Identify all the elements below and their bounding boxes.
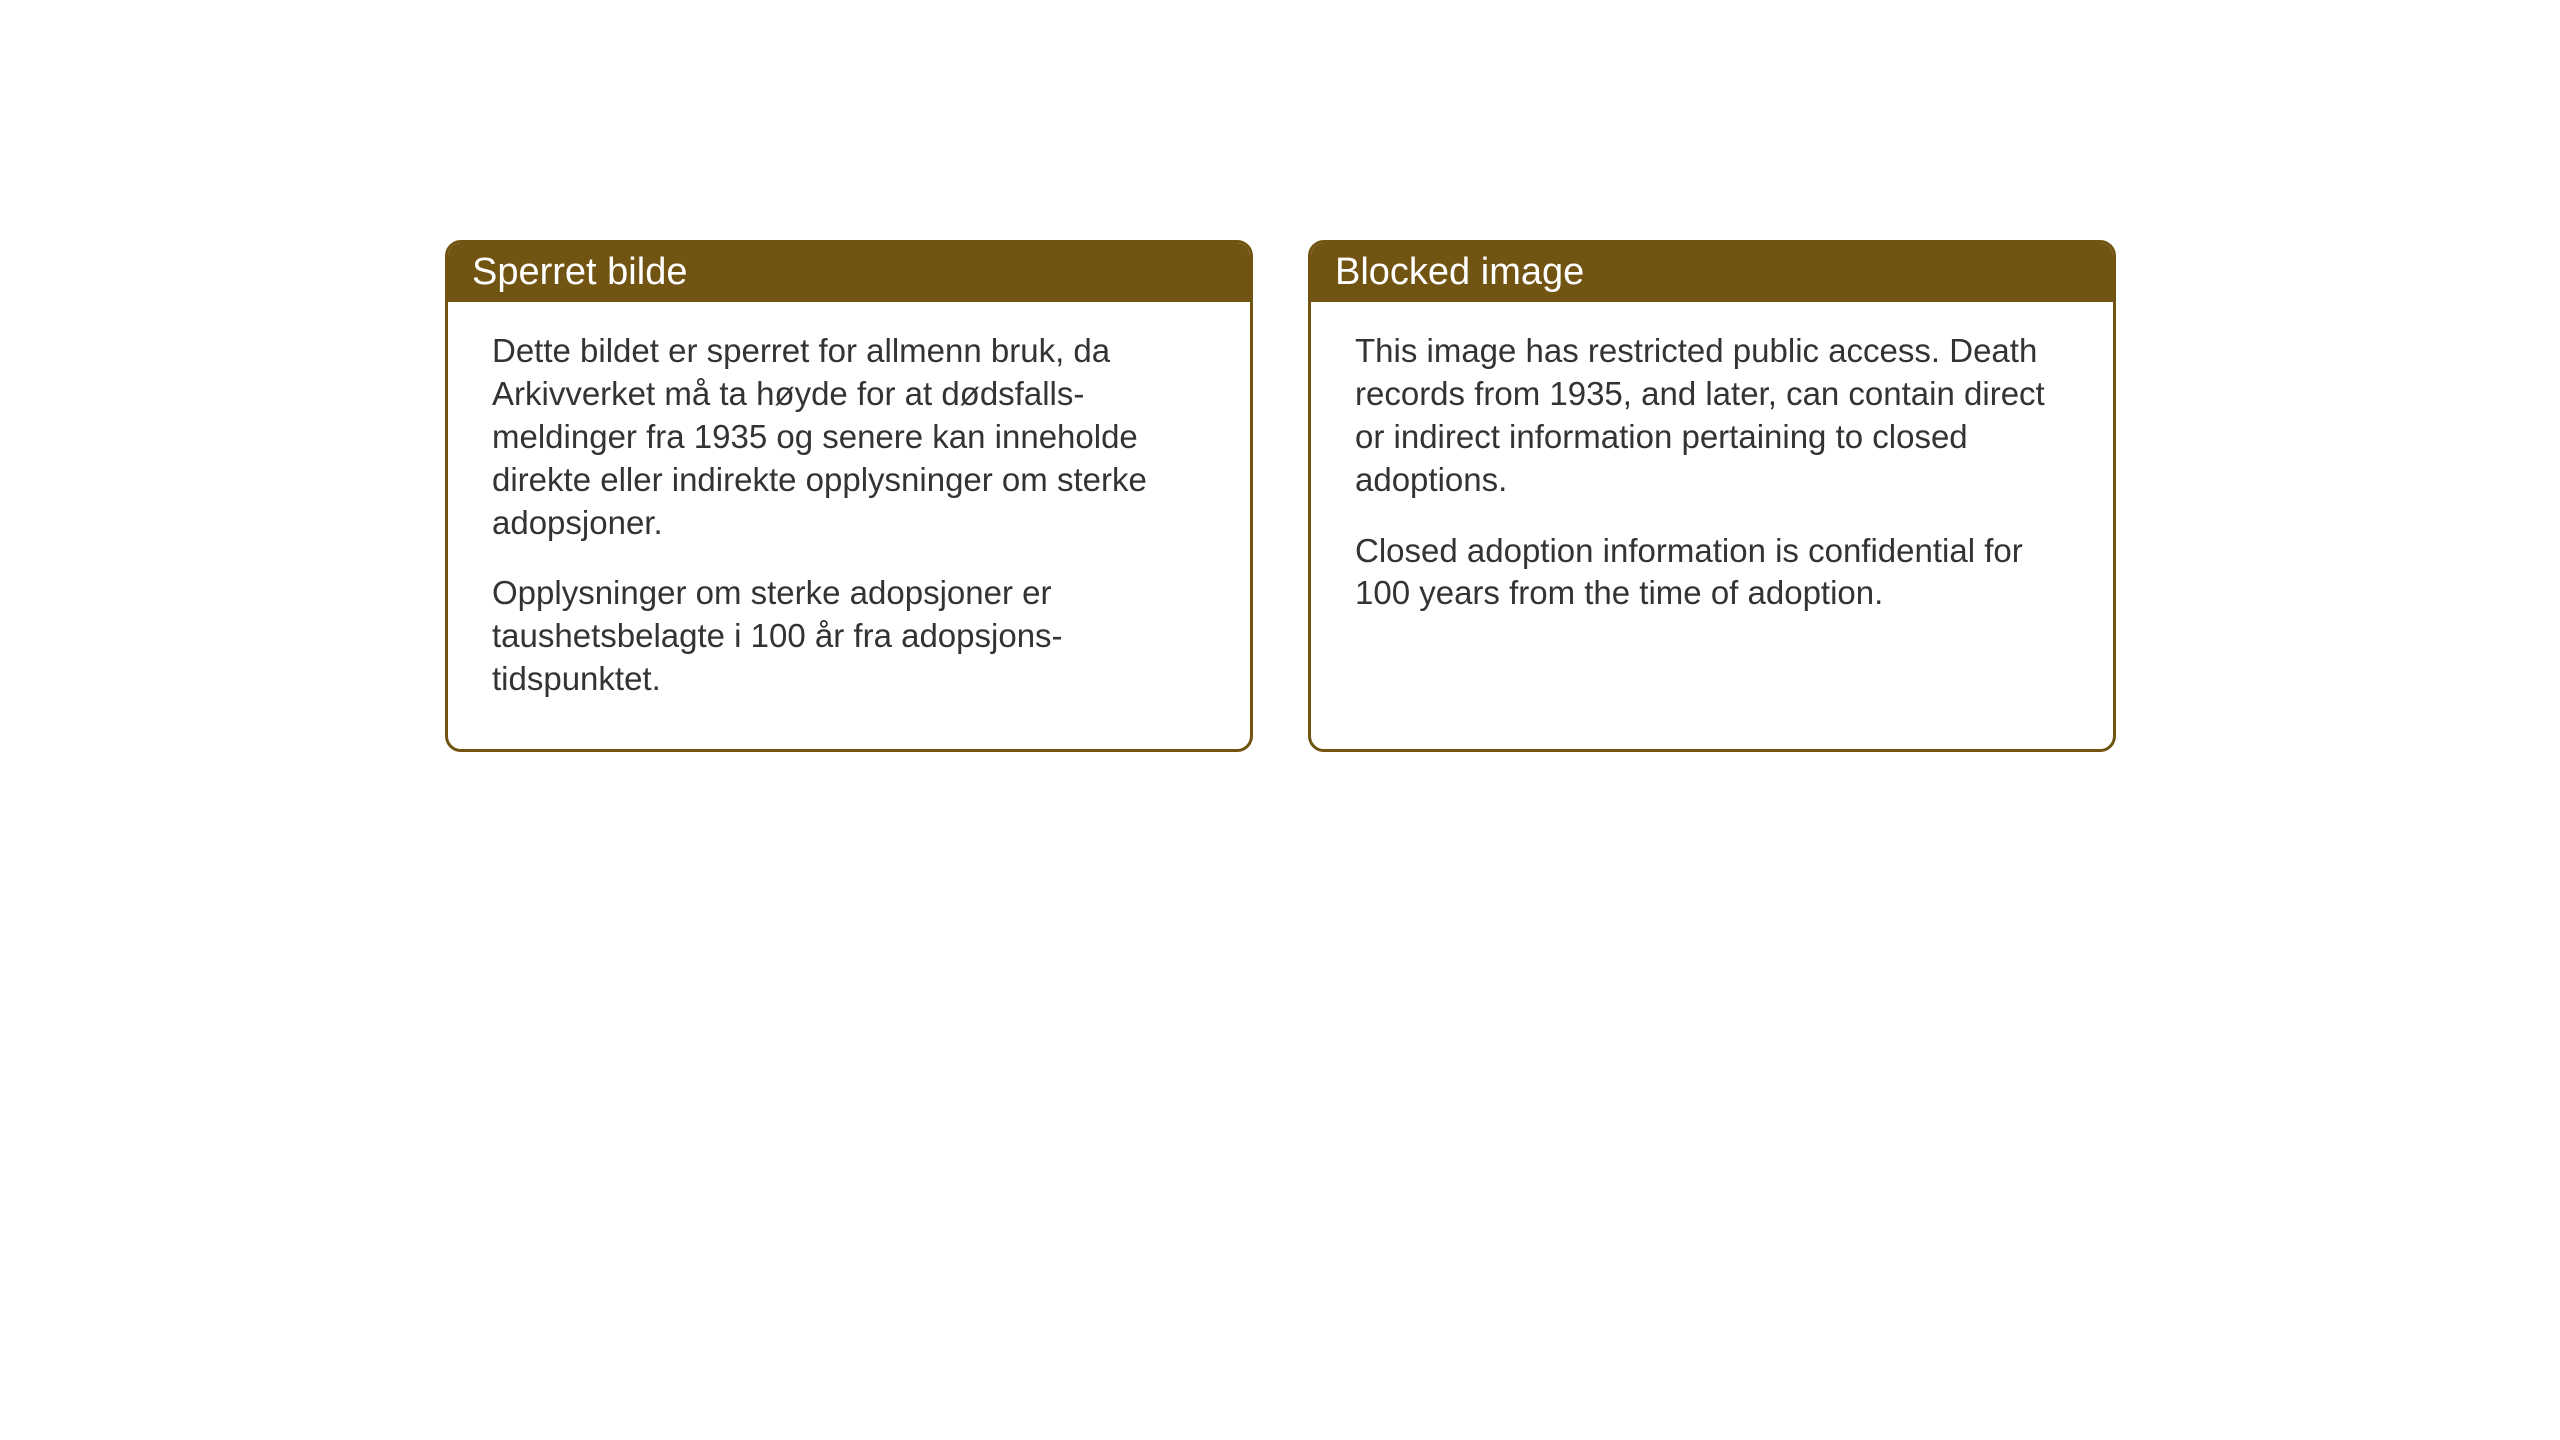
notice-card-norwegian: Sperret bilde Dette bildet er sperret fo… [445, 240, 1253, 752]
card-title-english: Blocked image [1335, 251, 1584, 293]
notice-container: Sperret bilde Dette bildet er sperret fo… [445, 240, 2116, 752]
card-header-english: Blocked image [1311, 243, 2113, 302]
card-paragraph2-english: Closed adoption information is confident… [1355, 530, 2069, 616]
card-paragraph2-norwegian: Opplysninger om sterke adopsjoner er tau… [492, 572, 1206, 701]
notice-card-english: Blocked image This image has restricted … [1308, 240, 2116, 752]
card-header-norwegian: Sperret bilde [448, 243, 1250, 302]
card-body-norwegian: Dette bildet er sperret for allmenn bruk… [448, 302, 1250, 741]
card-paragraph1-norwegian: Dette bildet er sperret for allmenn bruk… [492, 330, 1206, 544]
card-body-english: This image has restricted public access.… [1311, 302, 2113, 655]
card-paragraph1-english: This image has restricted public access.… [1355, 330, 2069, 502]
card-title-norwegian: Sperret bilde [472, 251, 687, 293]
